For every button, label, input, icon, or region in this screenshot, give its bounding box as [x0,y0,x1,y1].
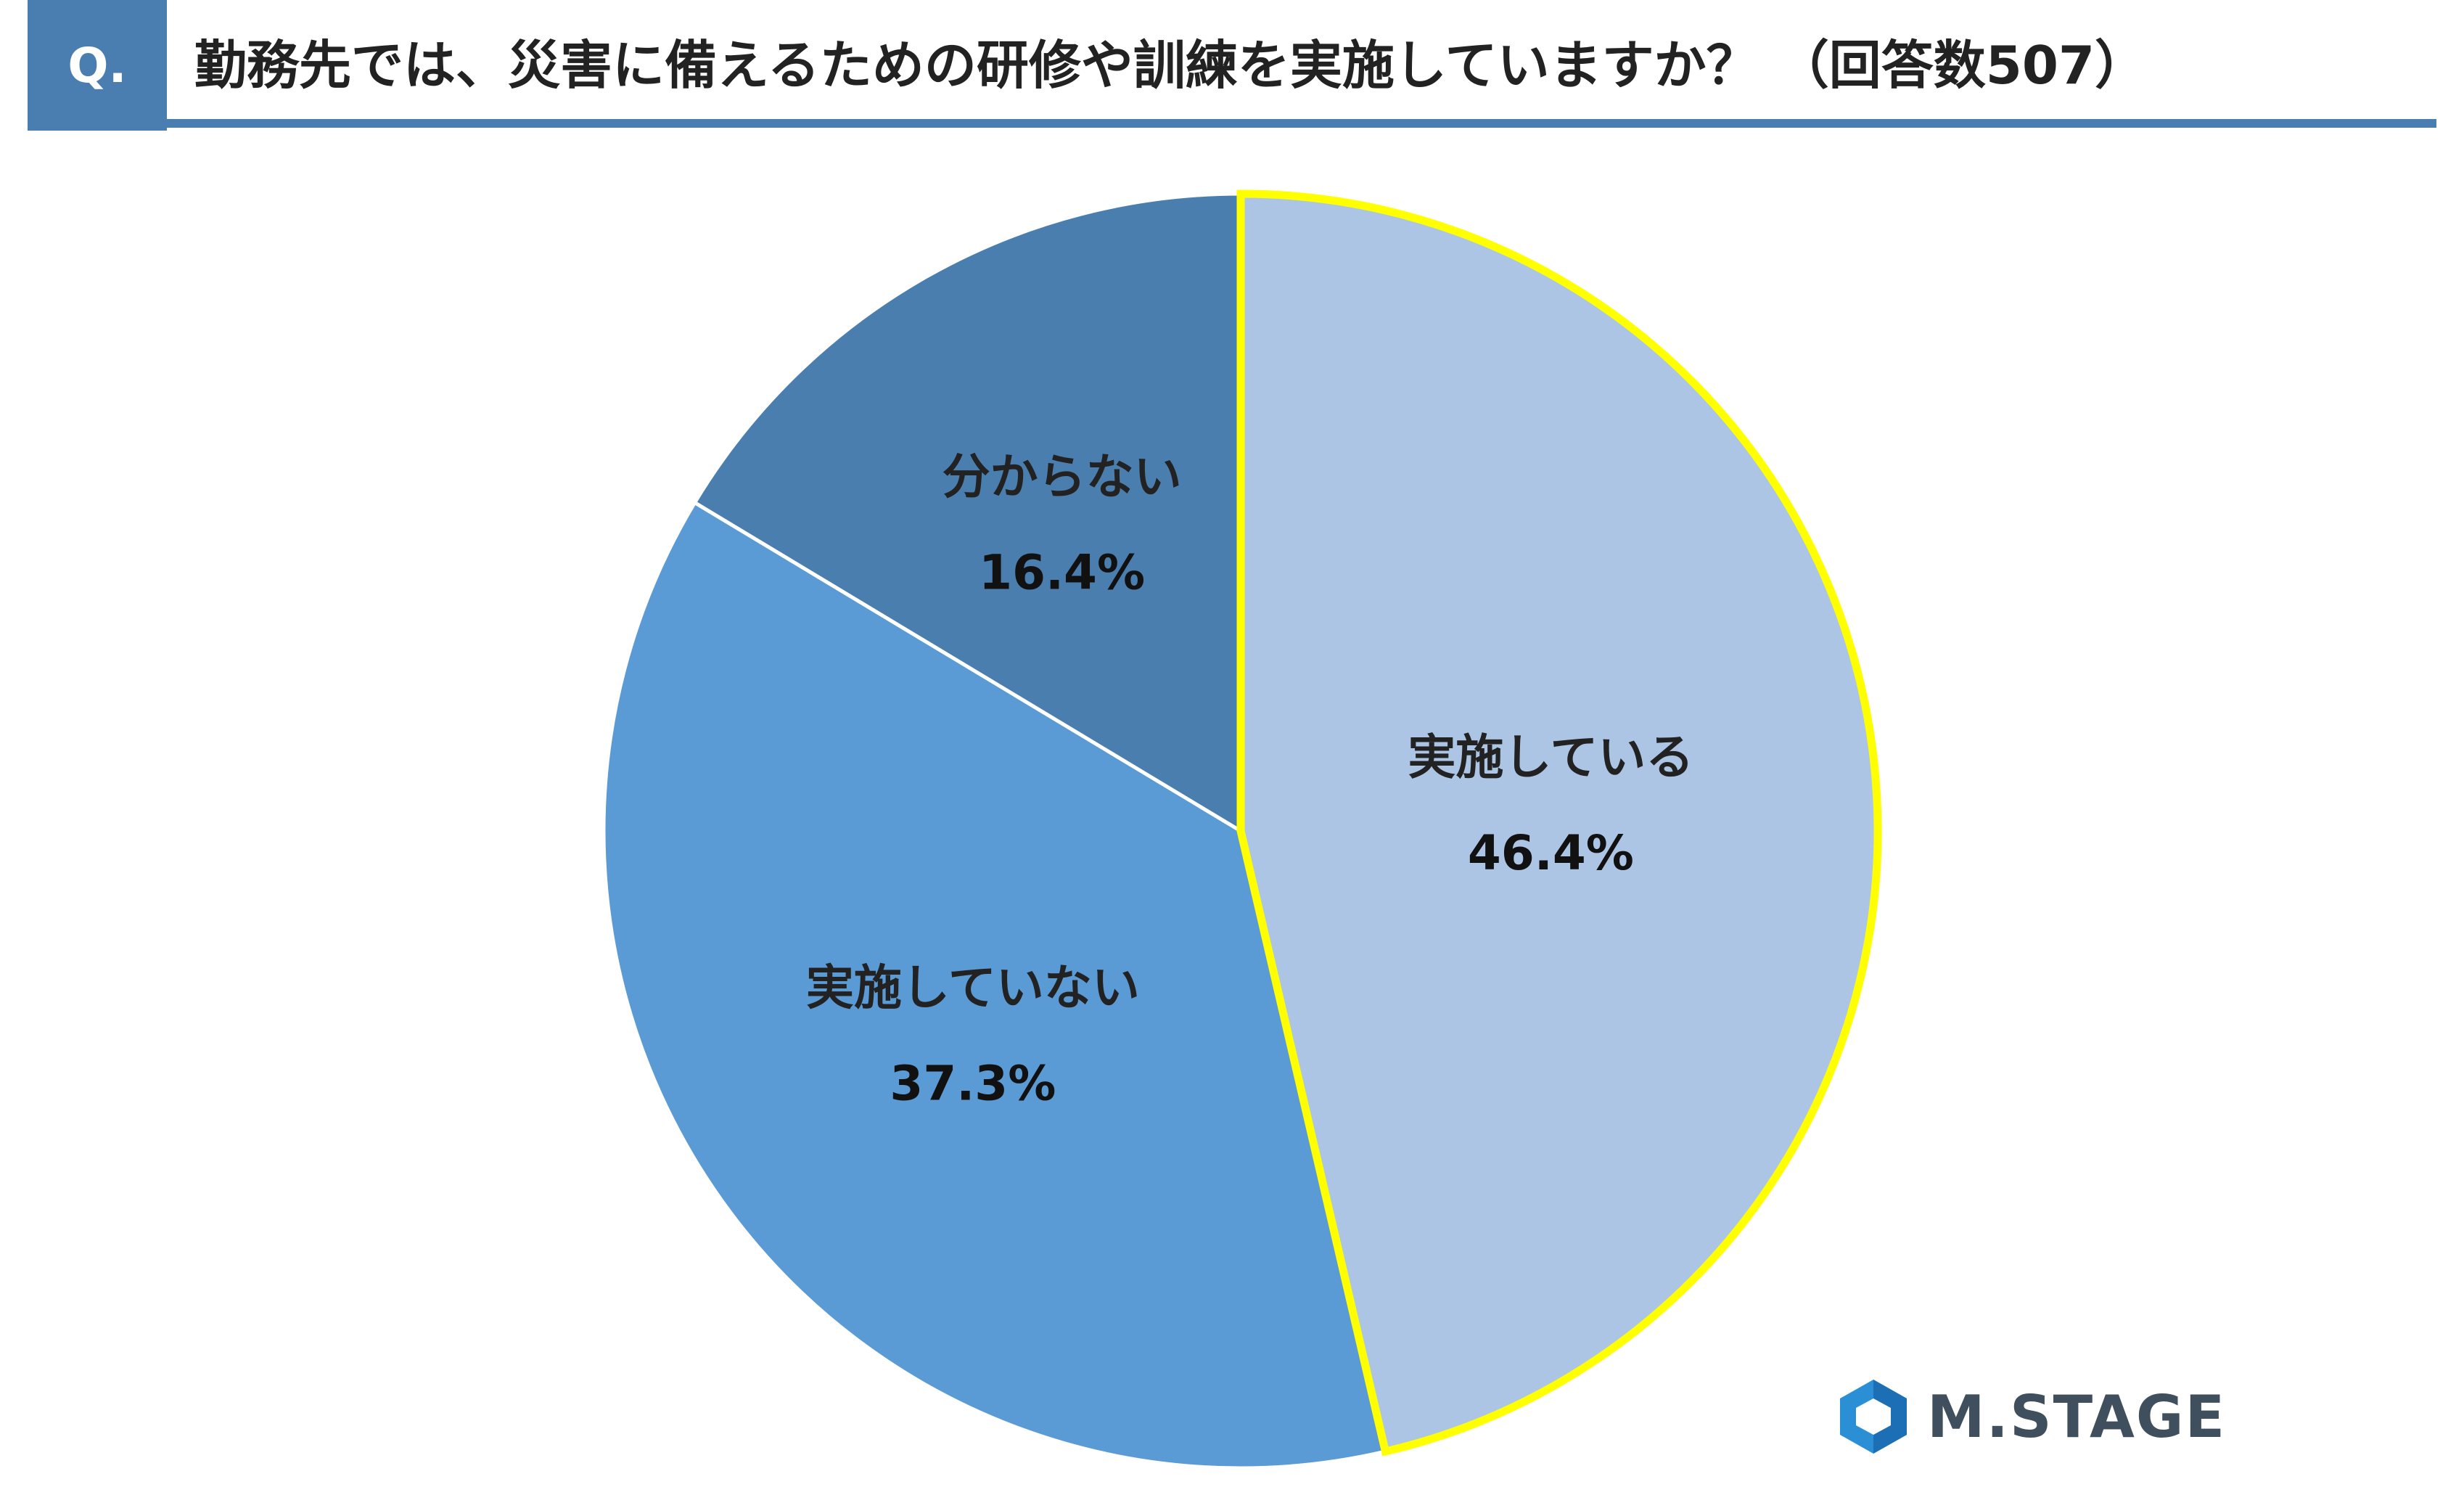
mstage-logo-icon [1840,1380,1907,1454]
mstage-logo-text: M.STAGE [1927,1382,2227,1451]
slice-label-2: 実施していない [806,960,1140,1016]
pie-slice-3 [693,192,1243,833]
chart-title: 勤務先では、災害に備えるための研修や訓練を実施していますか？ （回答数507） [194,35,2148,96]
slice-value-1: 46.4% [1468,825,1634,881]
question-badge: Q. [28,0,167,131]
mstage-logo: M.STAGE [1836,1373,2226,1460]
slice-label-1: 実施している [1408,729,1693,785]
pie-slice-2 [601,501,1387,1470]
title-underline [167,119,2436,128]
slice-label-3: 分からない [943,448,1182,504]
slice-value-2: 37.3% [890,1056,1056,1112]
pie-slice-highlight-outline [1236,189,1882,1457]
question-header: Q. 勤務先では、災害に備えるための研修や訓練を実施していますか？ （回答数50… [28,0,2436,131]
slice-value-3: 16.4% [979,544,1145,600]
